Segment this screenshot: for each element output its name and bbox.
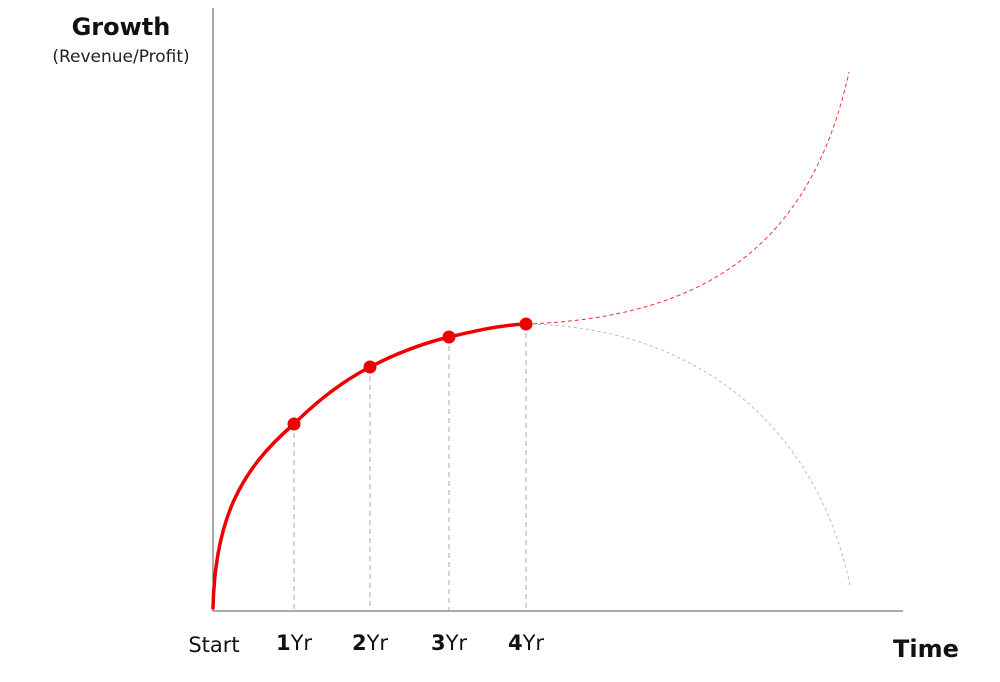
x-tick-2yr: 2Yr (352, 631, 388, 655)
x-axis-start-label: Start (188, 633, 239, 657)
growth-point-3yr (442, 330, 456, 344)
x-tick-1yr: 1Yr (276, 631, 312, 655)
x-tick-1yr-number: 1 (276, 631, 291, 655)
upward-projection-curve (525, 71, 850, 325)
x-tick-4yr-number: 4 (508, 631, 523, 655)
y-axis-title: Growth (72, 13, 171, 41)
x-tick-2yr-number: 2 (352, 631, 367, 655)
growth-point-4yr (519, 317, 533, 331)
x-tick-3yr-number: 3 (431, 631, 446, 655)
x-tick-4yr-unit: Yr (522, 631, 545, 655)
x-axis-title: Time (893, 635, 959, 663)
growth-point-1yr (287, 417, 301, 431)
downward-projection-curve (525, 323, 851, 586)
x-tick-1yr-unit: Yr (290, 631, 313, 655)
x-tick-4yr: 4Yr (508, 631, 544, 655)
x-tick-2yr-unit: Yr (366, 631, 389, 655)
x-tick-3yr-unit: Yr (445, 631, 468, 655)
growth-curve (211, 322, 528, 610)
growth-point-2yr (363, 360, 377, 374)
x-tick-3yr: 3Yr (431, 631, 467, 655)
y-axis-subtitle: (Revenue/Profit) (52, 47, 189, 67)
